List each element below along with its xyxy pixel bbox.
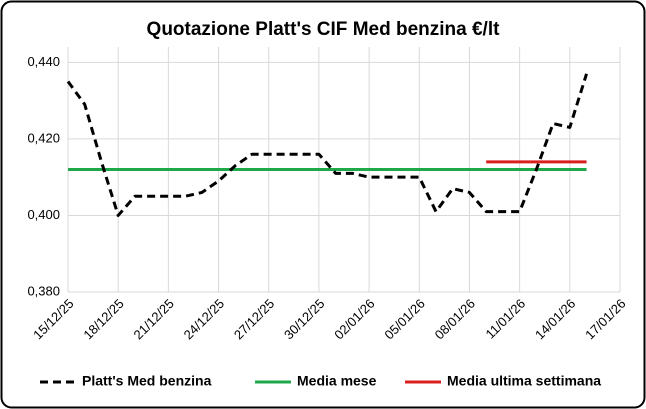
legend-label: Media mese bbox=[297, 373, 377, 389]
legend-label: Platt's Med benzina bbox=[82, 373, 212, 389]
y-tick-label: 0,420 bbox=[27, 130, 60, 145]
y-tick-label: 0,380 bbox=[27, 283, 60, 298]
y-tick-label: 0,400 bbox=[27, 207, 60, 222]
series-line bbox=[66, 73, 588, 217]
y-tick-label: 0,440 bbox=[27, 54, 60, 69]
legend-label: Media ultima settimana bbox=[447, 373, 601, 389]
chart-title: Quotazione Platt's CIF Med benzina €/lt bbox=[147, 19, 501, 40]
